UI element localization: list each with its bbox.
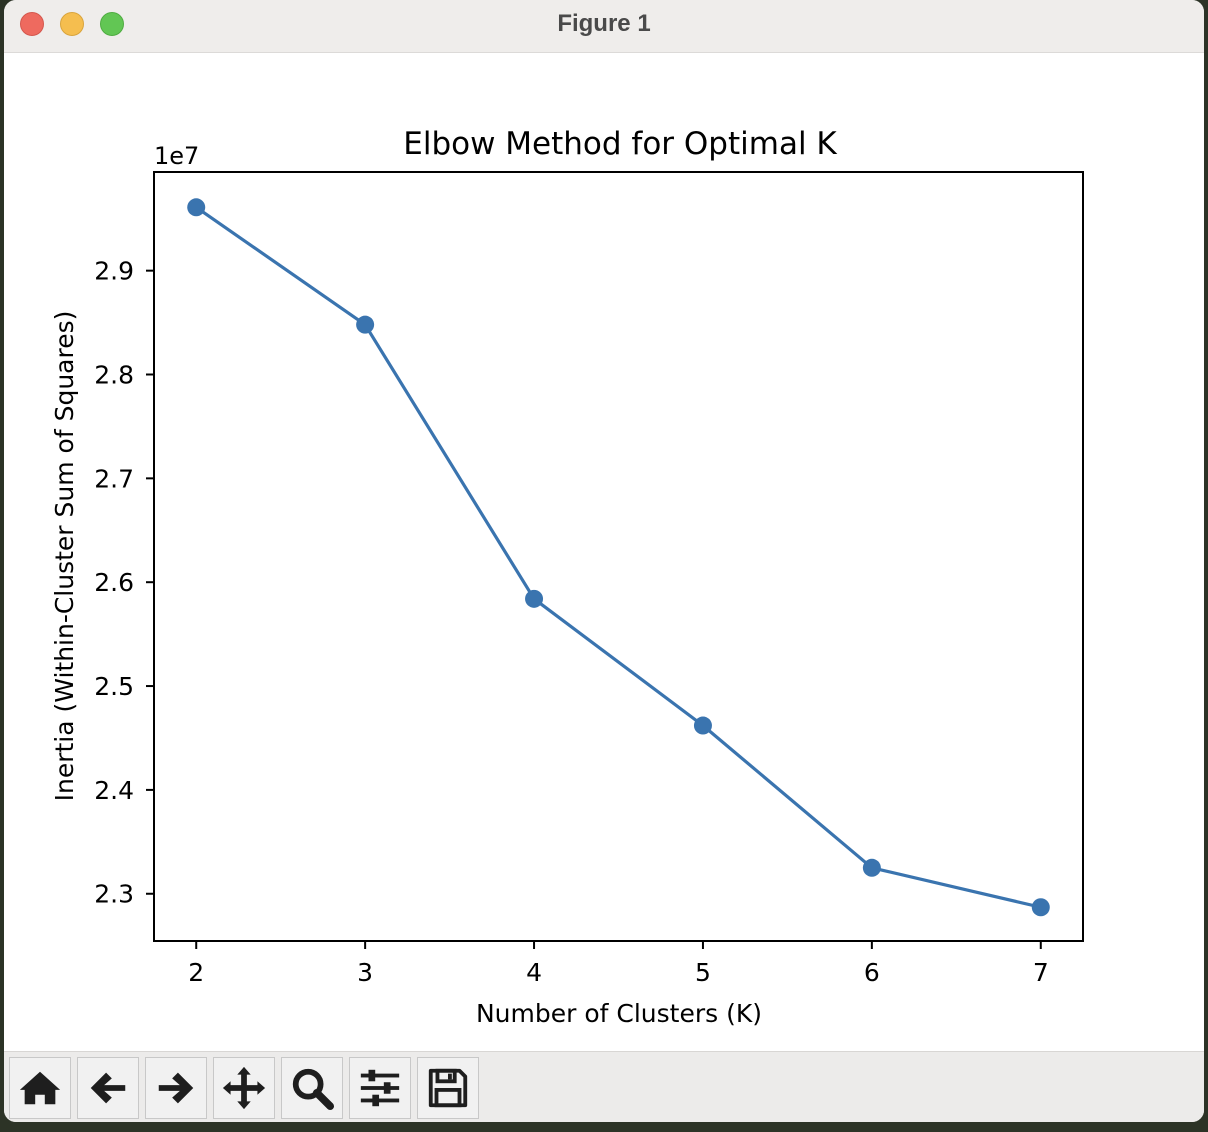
figure-canvas[interactable]: Elbow Method for Optimal K 1e7 Number of… bbox=[4, 53, 1204, 1051]
close-window-button[interactable] bbox=[20, 12, 44, 36]
configure-subplots-icon bbox=[360, 1069, 400, 1107]
x-axis-label: Number of Clusters (K) bbox=[476, 999, 762, 1028]
elbow-chart: Elbow Method for Optimal K 1e7 Number of… bbox=[50, 126, 1084, 1028]
chart-title: Elbow Method for Optimal K bbox=[403, 126, 837, 162]
y-tick-label: 2.3 bbox=[94, 880, 134, 909]
x-tick-label: 4 bbox=[526, 958, 542, 987]
data-point bbox=[356, 315, 375, 334]
zoom-button[interactable] bbox=[281, 1057, 343, 1119]
x-tick-label: 3 bbox=[357, 958, 373, 987]
forward-button[interactable] bbox=[145, 1057, 207, 1119]
y-axis-label: Inertia (Within-Cluster Sum of Squares) bbox=[50, 311, 79, 802]
figure-window: Figure 1 Elbow Method for Optimal K 1e7 … bbox=[4, 0, 1204, 1122]
home-icon bbox=[19, 1071, 61, 1105]
data-point bbox=[525, 589, 544, 608]
minimize-window-button[interactable] bbox=[60, 12, 84, 36]
series-line bbox=[195, 205, 1042, 909]
save-button[interactable] bbox=[417, 1057, 479, 1119]
save-floppy-icon bbox=[428, 1068, 468, 1108]
x-tick-label: 5 bbox=[695, 958, 711, 987]
title-bar[interactable]: Figure 1 bbox=[4, 0, 1204, 53]
y-tick-label: 2.8 bbox=[94, 361, 134, 390]
y-tick-label: 2.9 bbox=[94, 257, 134, 286]
plot-area-frame bbox=[153, 171, 1084, 942]
window-title: Figure 1 bbox=[557, 10, 651, 37]
forward-arrow-icon bbox=[158, 1072, 194, 1104]
home-button[interactable] bbox=[9, 1057, 71, 1119]
data-point bbox=[187, 198, 206, 217]
pan-button[interactable] bbox=[213, 1057, 275, 1119]
configure-subplots-button[interactable] bbox=[349, 1057, 411, 1119]
y-tick-label: 2.4 bbox=[94, 776, 134, 805]
y-tick-label: 2.5 bbox=[94, 672, 134, 701]
data-point bbox=[1031, 898, 1050, 917]
x-tick-label: 2 bbox=[188, 958, 204, 987]
pan-move-icon bbox=[222, 1066, 266, 1110]
navigation-toolbar bbox=[4, 1051, 1204, 1122]
back-arrow-icon bbox=[90, 1072, 126, 1104]
back-button[interactable] bbox=[77, 1057, 139, 1119]
data-point bbox=[693, 716, 712, 735]
data-point bbox=[862, 858, 881, 877]
x-tick-label: 6 bbox=[864, 958, 880, 987]
y-tick-label: 2.7 bbox=[94, 464, 134, 493]
y-axis-offset-label: 1e7 bbox=[154, 142, 199, 170]
maximize-window-button[interactable] bbox=[100, 12, 124, 36]
zoom-magnifier-icon bbox=[292, 1068, 335, 1111]
x-tick-label: 7 bbox=[1033, 958, 1049, 987]
y-tick-label: 2.6 bbox=[94, 568, 134, 597]
